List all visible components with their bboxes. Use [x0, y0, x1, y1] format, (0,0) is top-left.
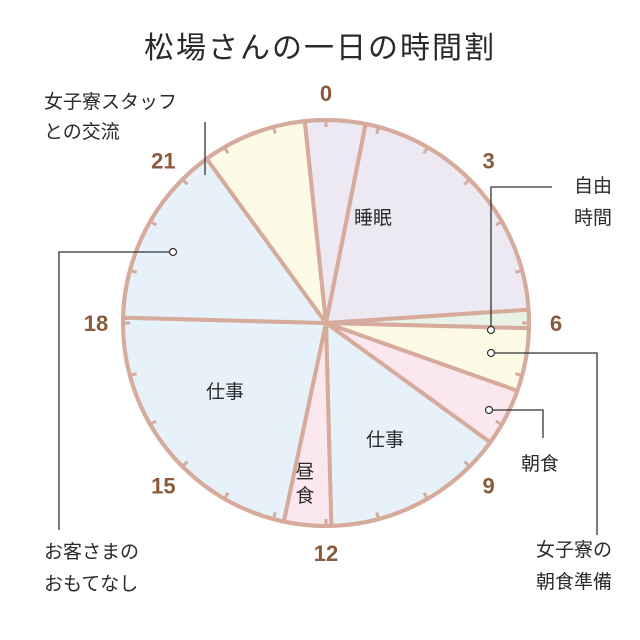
segment-label-lunch-1: 食 [295, 485, 314, 507]
callout-label-dorm-breakfast-prep-1: 朝食準備 [536, 571, 612, 593]
hour-tick-8 [494, 419, 503, 426]
leader-line-breakfast [489, 409, 544, 438]
hour-tick-1 [375, 126, 380, 135]
hour-tick-10 [422, 491, 429, 500]
hour-tick-23 [272, 126, 277, 135]
chart-title: 松場さんの一日の時間割 [144, 31, 496, 66]
hour-tick-9 [463, 460, 471, 468]
leader-dot-free-time [486, 325, 496, 335]
callout-label-customer-service-1: おもてなし [44, 573, 138, 595]
leader-dot-breakfast [484, 405, 494, 415]
hour-label-15: 15 [151, 474, 175, 499]
hour-tick-2 [422, 146, 429, 155]
hour-labels: 0 3 6 9 12 15 18 21 [84, 81, 562, 566]
hour-label-18: 18 [84, 311, 108, 336]
segment-label-sleep-0: 睡眠 [354, 207, 392, 229]
callout-label-dorm-staff-exchange-0: 女子寮スタッフ [44, 91, 177, 113]
segment-label-work-morning-0: 仕事 [366, 429, 404, 451]
callout-label-free-time-1: 時間 [574, 207, 612, 229]
hour-label-12: 12 [314, 541, 338, 566]
hour-tick-14 [223, 491, 230, 500]
hour-tick-17 [129, 372, 138, 377]
hour-tick-7 [514, 372, 523, 377]
hour-label-6: 6 [550, 311, 562, 336]
hour-tick-22 [223, 146, 230, 155]
hour-tick-20 [149, 220, 158, 227]
hour-tick-21 [181, 178, 189, 186]
hour-tick-5 [514, 269, 523, 274]
hour-label-21: 21 [151, 148, 175, 173]
hour-label-3: 3 [482, 148, 494, 173]
leader-line-customer-service [58, 251, 173, 530]
callout-label-free-time-0: 自由 [574, 175, 612, 197]
hour-label-0: 0 [320, 81, 332, 106]
hour-label-9: 9 [482, 474, 494, 499]
hour-tick-16 [149, 419, 158, 426]
callout-label-customer-service-0: お客さまの [44, 541, 139, 563]
hour-tick-3 [463, 178, 471, 186]
leader-dot-customer-service [168, 247, 178, 257]
hour-tick-13 [272, 511, 277, 520]
callout-label-dorm-breakfast-prep-0: 女子寮の [536, 539, 612, 561]
callout-label-dorm-staff-exchange-1: との交流 [44, 121, 120, 143]
hour-tick-19 [129, 269, 138, 274]
hour-tick-15 [181, 460, 189, 468]
segment-label-work-afternoon-0: 仕事 [206, 381, 244, 403]
leader-dot-dorm-breakfast-prep [486, 348, 496, 358]
segment-label-lunch-0: 昼 [295, 461, 314, 483]
callout-label-breakfast-0: 朝食 [521, 453, 559, 475]
hour-tick-11 [375, 511, 380, 520]
hour-ticks [123, 120, 529, 526]
leader-line-dorm-breakfast-prep [491, 352, 598, 535]
hour-tick-4 [494, 220, 503, 227]
leader-line-free-time [490, 186, 552, 330]
